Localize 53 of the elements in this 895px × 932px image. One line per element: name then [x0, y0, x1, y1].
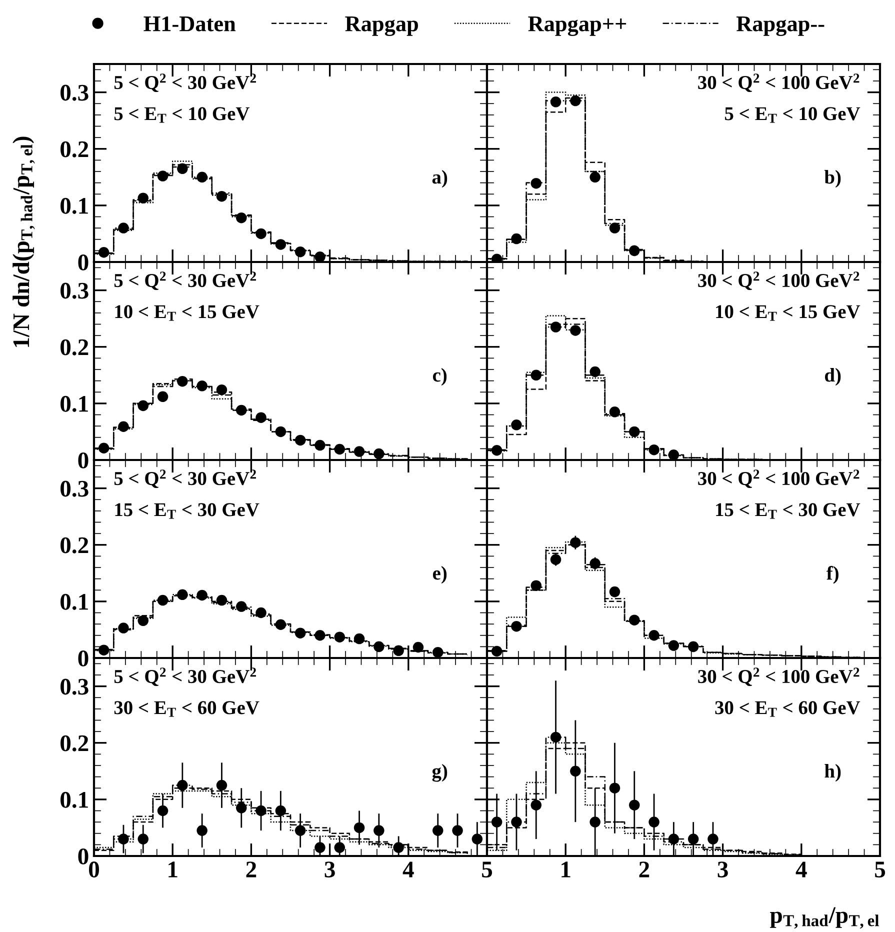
y-tick-label: 0.1	[60, 396, 88, 412]
annotation: g)	[432, 764, 448, 782]
y-tick-label: 0.2	[60, 537, 88, 554]
legend-label: Rapgap--	[736, 16, 824, 36]
x-tick-label: 1	[168, 862, 178, 878]
annotation: d)	[824, 368, 841, 386]
y-tick-label: 0.3	[60, 282, 88, 299]
y-tick-label: 0.2	[60, 141, 88, 158]
annotation: a)	[432, 170, 448, 188]
y-tick-label: 0	[78, 254, 88, 270]
x-tick-label: 4	[796, 862, 807, 878]
annotation: 30 < Q$^{2}$ < 100 GeV$^{2}$	[698, 272, 860, 290]
y-tick-label: 0	[78, 650, 88, 666]
legend-label: Rapgap	[345, 16, 418, 36]
x-tick-label: 5	[875, 862, 886, 878]
annotation: 5 < E$_{T}$ < 10 GeV	[114, 107, 250, 123]
annotation: 5 < E$_{T}$ < 10 GeV	[725, 107, 860, 123]
x-tick-label: 1	[562, 862, 570, 878]
annotation: c)	[432, 368, 447, 386]
y-axis-title: 1/N dn/d(p$_{T,had}$/p$_{T,el}$)	[12, 136, 35, 347]
annotation: 15 < E$_{T}$ < 30 GeV	[115, 503, 260, 519]
annotation: 10 < E$_{T}$ < 15 GeV	[115, 305, 260, 321]
x-tick-label: 2	[246, 862, 256, 878]
y-tick-label: 0	[78, 848, 88, 864]
annotation: 30 < Q$^{2}$ < 100 GeV$^{2}$	[698, 74, 860, 92]
x-tick-label: 0	[88, 862, 100, 878]
annotation: 30 < E$_{T}$ < 60 GeV	[715, 701, 860, 717]
annotation: 15 < E$_{T}$ < 30 GeV	[716, 503, 860, 519]
y-tick-label: 0.1	[60, 198, 88, 214]
x-tick-label: 4	[402, 862, 414, 878]
y-tick-label: 0.3	[60, 678, 88, 695]
annotation: 10 < E$_{T}$ < 15 GeV	[716, 305, 860, 321]
y-tick-label: 0.1	[60, 594, 88, 610]
annotation: h)	[824, 764, 841, 782]
x-tick-label: 3	[324, 862, 335, 878]
annotation: b)	[824, 170, 841, 188]
y-tick-label: 0.2	[60, 339, 88, 356]
y-tick-label: 0	[78, 452, 88, 468]
annotation: 30 < Q$^{2}$ < 100 GeV$^{2}$	[698, 470, 860, 488]
legend-label: H1-Daten	[144, 16, 236, 32]
y-tick-label: 0.2	[60, 735, 88, 752]
x-tick-label: 5	[482, 862, 492, 878]
annotation: f)	[826, 566, 838, 584]
annotation: 30 < Q$^{2}$ < 100 GeV$^{2}$	[698, 668, 860, 686]
annotation: 30 < E$_{T}$ < 60 GeV	[114, 701, 260, 717]
y-tick-label: 0.1	[60, 792, 88, 808]
x-axis-title: p$_{T,had}$/p$_{T,el}$	[770, 907, 879, 929]
y-tick-label: 0.3	[60, 480, 88, 497]
annotation: e)	[432, 566, 447, 584]
legend-label: Rapgap++	[528, 16, 626, 36]
x-tick-label: 3	[718, 862, 728, 878]
x-tick-label: 2	[639, 862, 650, 878]
y-tick-label: 0.3	[60, 84, 88, 101]
